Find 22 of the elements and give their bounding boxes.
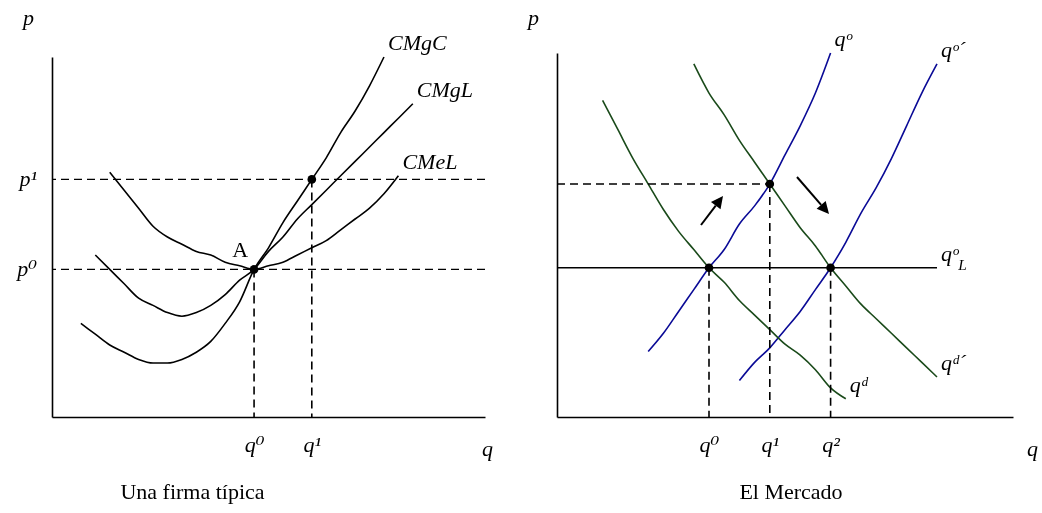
x-tick-label: q¹	[303, 431, 322, 457]
series-label: qᵈ´	[941, 349, 967, 375]
ref-line-label: p¹	[17, 166, 37, 192]
ref-line-label: p⁰	[15, 256, 38, 282]
y-axis-title: p	[526, 4, 539, 30]
y-axis-title: p	[21, 4, 34, 30]
series-label: CMgL	[416, 76, 474, 102]
x-tick-label: q²	[822, 431, 841, 457]
x-tick-label: q⁰	[244, 431, 265, 457]
text: Una firma típica	[120, 479, 265, 504]
x-axis-title: q	[1027, 435, 1038, 461]
series-label: qᵈ	[849, 371, 869, 397]
text: El Mercado	[739, 479, 843, 504]
series-label: qᵒ$_{L}$	[941, 240, 967, 273]
annotation: A	[232, 237, 249, 263]
x-axis-title: q	[482, 435, 493, 461]
x-tick-label: q⁰	[699, 431, 720, 457]
x-tick-label: q¹	[761, 431, 780, 457]
series-label: CMeL	[402, 148, 458, 174]
series-label: qᵒ´	[941, 36, 967, 62]
series-label: CMgC	[387, 30, 447, 55]
series-label: qᵒ	[834, 26, 854, 51]
